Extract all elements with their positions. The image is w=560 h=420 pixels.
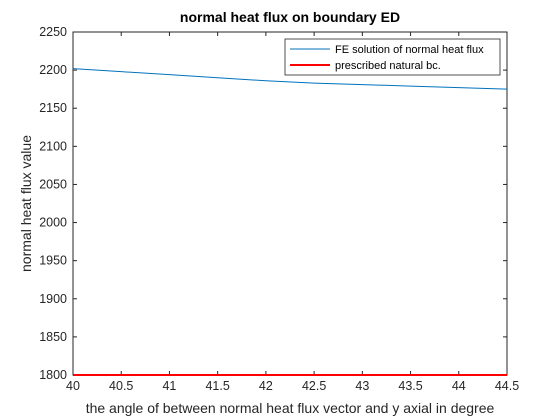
ticks-layer: 40 40.5 41 41.5 42 42.5 43 43.5 44 44.5 1800 1850 19… <box>39 25 519 393</box>
legend-label-prescribed-bc: prescribed natural bc. <box>335 60 441 72</box>
y-tick-label: 1850 <box>39 330 67 344</box>
y-tick-label: 2000 <box>39 216 67 230</box>
y-tick-label: 2200 <box>39 63 67 77</box>
chart-title: normal heat flux on boundary ED <box>180 9 400 25</box>
x-tick-label: 41.5 <box>205 379 229 393</box>
y-tick-label: 1800 <box>39 368 67 382</box>
y-tick-label: 2100 <box>39 139 67 153</box>
y-tick-label: 1900 <box>39 292 67 306</box>
x-tick-label: 43.5 <box>398 379 422 393</box>
x-tick-label: 44.5 <box>495 379 519 393</box>
x-tick-label: 41 <box>162 379 176 393</box>
y-tick-label: 2050 <box>39 177 67 191</box>
y-tick-label: 2250 <box>39 25 67 39</box>
x-tick-label: 40 <box>66 379 80 393</box>
series-layer <box>72 68 508 376</box>
x-tick-label: 42 <box>259 379 273 393</box>
legend-box <box>284 38 501 76</box>
x-axis-label: the angle of between normal heat flux ve… <box>86 400 495 416</box>
y-axis-label: normal heat flux value <box>18 135 34 272</box>
legend-label-fe-solution: FE solution of normal heat flux <box>335 44 484 56</box>
y-tick-label: 1950 <box>39 254 67 268</box>
legend: FE solution of normal heat flux prescrib… <box>284 38 501 76</box>
series-line-fe-solution <box>72 68 508 90</box>
x-tick-label: 43 <box>355 379 369 393</box>
plot-area <box>72 31 508 376</box>
x-tick-label: 40.5 <box>109 379 133 393</box>
y-tick-label: 2150 <box>39 101 67 115</box>
x-tick-label: 44 <box>452 379 466 393</box>
x-tick-label: 42.5 <box>302 379 326 393</box>
